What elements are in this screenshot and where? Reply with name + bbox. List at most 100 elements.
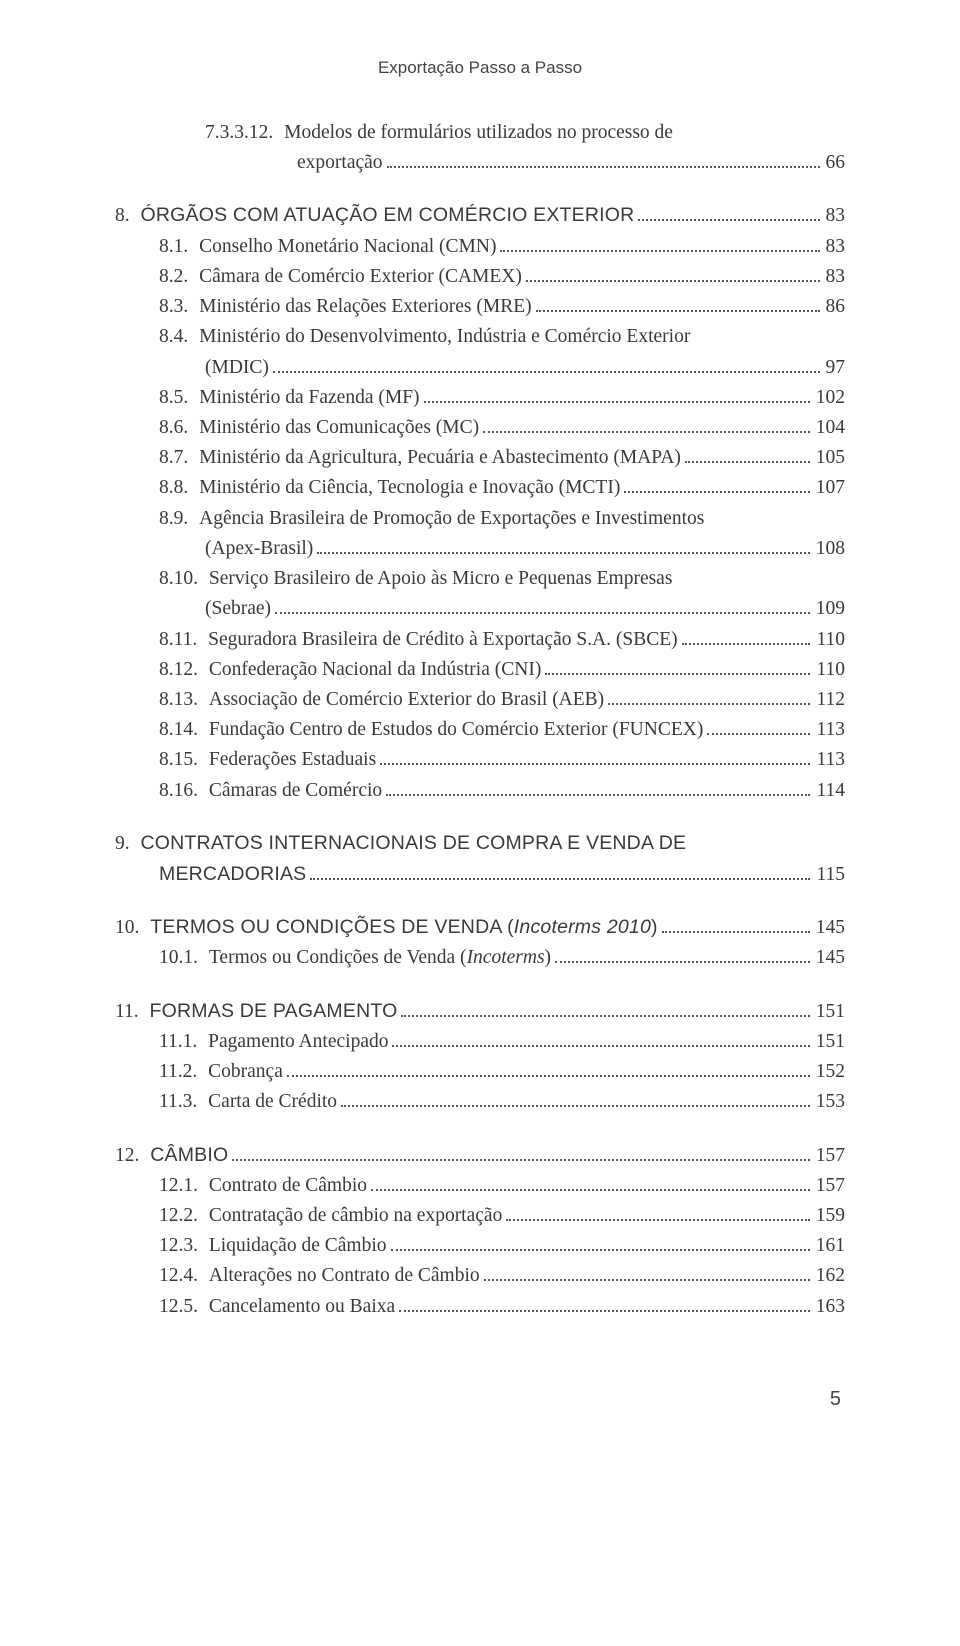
toc-leader (424, 401, 810, 403)
toc-entry-title: Cancelamento ou Baixa (209, 1292, 395, 1322)
toc-entry-page: 163 (814, 1292, 845, 1322)
toc-entry: 8.11. Seguradora Brasileira de Crédito à… (115, 625, 845, 655)
toc-entry-title: FORMAS DE PAGAMENTO (150, 996, 398, 1026)
toc-line: 8. ÓRGÃOS COM ATUAÇÃO EM COMÉRCIO EXTERI… (115, 200, 845, 231)
toc-entry-title: (Sebrae) (205, 594, 271, 624)
toc-entry-number: 11. (115, 997, 150, 1027)
toc-entry-title: Alterações no Contrato de Câmbio (209, 1261, 480, 1291)
toc-entry-title: Ministério da Ciência, Tecnologia e Inov… (199, 473, 620, 503)
toc-entry-number: 8.8. (159, 473, 199, 503)
toc-entry: 8.8. Ministério da Ciência, Tecnologia e… (115, 473, 845, 503)
toc-entry-page: 152 (814, 1057, 845, 1087)
toc-entry-title: Modelos de formulários utilizados no pro… (284, 118, 673, 148)
toc-entry: 8.14. Fundação Centro de Estudos do Comé… (115, 715, 845, 745)
toc-line: 8.3. Ministério das Relações Exteriores … (115, 292, 845, 322)
toc-entry-title: Conselho Monetário Nacional (CMN) (199, 232, 496, 262)
toc-entry-number: 8. (115, 201, 141, 231)
toc-leader (275, 612, 810, 614)
toc-leader (545, 673, 810, 675)
toc-entry-number: 11.2. (159, 1057, 208, 1087)
toc-entry: 11.2. Cobrança152 (115, 1057, 845, 1087)
toc-line: 7.3.3.12. Modelos de formulários utiliza… (115, 118, 845, 148)
toc-entry-number: 8.2. (159, 262, 199, 292)
toc-entry-page: 162 (814, 1261, 845, 1291)
table-of-contents: 7.3.3.12. Modelos de formulários utiliza… (115, 118, 845, 1322)
toc-entry-page: 153 (814, 1087, 845, 1117)
toc-entry-number: 12.3. (159, 1231, 209, 1261)
toc-entry-title: Ministério das Comunicações (MC) (199, 413, 479, 443)
toc-leader (310, 878, 810, 880)
toc-line: 8.13. Associação de Comércio Exterior do… (115, 685, 845, 715)
toc-entry: 8.12. Confederação Nacional da Indústria… (115, 655, 845, 685)
toc-leader (685, 461, 810, 463)
toc-entry: 12.5. Cancelamento ou Baixa 163 (115, 1292, 845, 1322)
toc-entry-page: 110 (814, 655, 845, 685)
toc-entry-page: 83 (824, 201, 846, 231)
toc-line: 8.1. Conselho Monetário Nacional (CMN)83 (115, 232, 845, 262)
toc-entry: 12.1. Contrato de Câmbio157 (115, 1171, 845, 1201)
toc-line: 8.10. Serviço Brasileiro de Apoio às Mic… (115, 564, 845, 594)
toc-entry-page: 102 (814, 383, 845, 413)
toc-entry: 7.3.3.12. Modelos de formulários utiliza… (115, 118, 845, 178)
toc-entry-page: 115 (814, 860, 845, 890)
toc-entry-page: 112 (814, 685, 845, 715)
toc-leader (608, 703, 810, 705)
toc-entry-number: 12.1. (159, 1171, 209, 1201)
toc-line: 12.5. Cancelamento ou Baixa 163 (115, 1292, 845, 1322)
toc-line: 12.3. Liquidação de Câmbio161 (115, 1231, 845, 1261)
toc-entry-title: CÂMBIO (150, 1140, 228, 1170)
toc-line: 8.8. Ministério da Ciência, Tecnologia e… (115, 473, 845, 503)
toc-entry-number: 11.1. (159, 1027, 208, 1057)
toc-entry: 8.2. Câmara de Comércio Exterior (CAMEX)… (115, 262, 845, 292)
page-header: Exportação Passo a Passo (115, 58, 845, 78)
toc-leader (662, 931, 810, 933)
toc-line: 8.9. Agência Brasileira de Promoção de E… (115, 504, 845, 534)
toc-entry-page: 109 (814, 594, 845, 624)
toc-entry-number: 8.9. (159, 504, 199, 534)
toc-entry: 8.15. Federações Estaduais113 (115, 745, 845, 775)
toc-entry-number: 12.5. (159, 1292, 209, 1322)
toc-entry-page: 145 (814, 943, 845, 973)
toc-line: 8.15. Federações Estaduais113 (115, 745, 845, 775)
toc-line: 12. CÂMBIO157 (115, 1140, 845, 1171)
toc-entry-title: Ministério da Fazenda (MF) (199, 383, 419, 413)
toc-entry-number: 11.3. (159, 1087, 208, 1117)
toc-entry: 12.4. Alterações no Contrato de Câmbio16… (115, 1261, 845, 1291)
toc-entry-page: 159 (814, 1201, 845, 1231)
toc-entry-title: Associação de Comércio Exterior do Brasi… (209, 685, 604, 715)
toc-entry: 12.3. Liquidação de Câmbio161 (115, 1231, 845, 1261)
toc-entry: 8.13. Associação de Comércio Exterior do… (115, 685, 845, 715)
toc-entry-title: Carta de Crédito (208, 1087, 337, 1117)
toc-leader (484, 1279, 810, 1281)
toc-entry-title: (Apex-Brasil) (205, 534, 313, 564)
toc-leader (317, 552, 809, 554)
toc-entry: 12.2. Contratação de câmbio na exportaçã… (115, 1201, 845, 1231)
toc-entry-number: 7.3.3.12. (205, 118, 284, 148)
toc-entry-page: 83 (824, 232, 846, 262)
toc-entry-page: 114 (814, 776, 845, 806)
toc-entry-title: Contratação de câmbio na exportação (209, 1201, 502, 1231)
toc-leader (273, 371, 820, 373)
toc-line: 12.4. Alterações no Contrato de Câmbio16… (115, 1261, 845, 1291)
toc-leader (682, 643, 811, 645)
toc-entry-number: 10. (115, 913, 150, 943)
toc-entry: 9. CONTRATOS INTERNACIONAIS DE COMPRA E … (115, 828, 845, 890)
toc-line: 8.14. Fundação Centro de Estudos do Comé… (115, 715, 845, 745)
toc-entry-title: ÓRGÃOS COM ATUAÇÃO EM COMÉRCIO EXTERIOR (141, 200, 635, 230)
toc-line: 8.11. Seguradora Brasileira de Crédito à… (115, 625, 845, 655)
toc-entry-number: 8.6. (159, 413, 199, 443)
toc-entry: 8.16. Câmaras de Comércio114 (115, 776, 845, 806)
toc-entry-page: 113 (814, 715, 845, 745)
toc-entry: 10.1. Termos ou Condições de Venda (Inco… (115, 943, 845, 973)
toc-entry-title: Contrato de Câmbio (209, 1171, 367, 1201)
toc-entry-number: 12. (115, 1141, 150, 1171)
toc-entry: 8.5. Ministério da Fazenda (MF)102 (115, 383, 845, 413)
toc-entry-number: 8.16. (159, 776, 209, 806)
toc-entry-title: Ministério das Relações Exteriores (MRE) (199, 292, 532, 322)
toc-entry-title: Agência Brasileira de Promoção de Export… (199, 504, 704, 534)
toc-leader (380, 763, 810, 765)
toc-line: 11.1. Pagamento Antecipado151 (115, 1027, 845, 1057)
toc-line: 11.2. Cobrança152 (115, 1057, 845, 1087)
toc-line: 8.16. Câmaras de Comércio114 (115, 776, 845, 806)
toc-entry: 8.10. Serviço Brasileiro de Apoio às Mic… (115, 564, 845, 624)
